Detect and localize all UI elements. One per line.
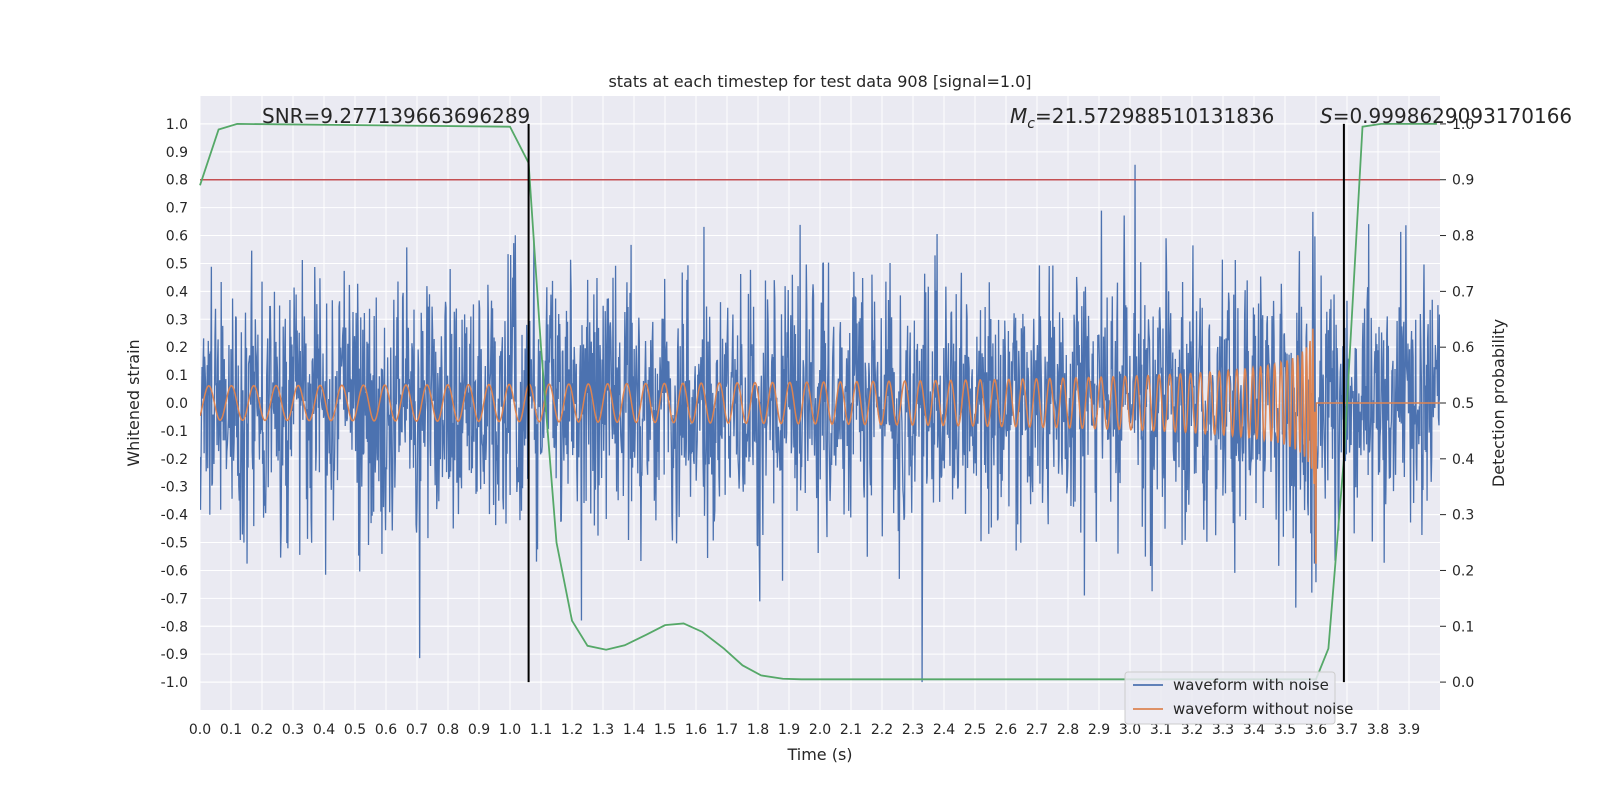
y-right-tick-label: 1.0 — [1452, 117, 1474, 133]
score-annotation: S=0.9998629093170166 — [1320, 104, 1572, 128]
y-tick-label: 1.0 — [166, 117, 188, 133]
snr-annotation: SNR=9.277139663696289 — [262, 104, 530, 128]
y-right-tick-label: 0.3 — [1452, 508, 1474, 524]
x-tick-label: 1.2 — [561, 722, 583, 738]
x-tick-label: 1.9 — [778, 722, 800, 738]
series-line-detection-probability — [199, 123, 1437, 681]
x-tick-label: 1.0 — [499, 722, 521, 738]
score-value: =0.9998629093170166 — [1333, 104, 1572, 128]
x-tick-label: 2.5 — [964, 722, 986, 738]
x-tick-label: 3.7 — [1336, 722, 1358, 738]
x-tick-label: 1.1 — [530, 722, 552, 738]
x-tick-label: 0.9 — [468, 722, 490, 738]
y-axis-ticks: 1.0 0.9 0.8 0.7 0.6 0.5 0.4 0.3 0.2 0.1 0.0 -0.1 -0.… — [161, 117, 188, 691]
x-tick-label: 3.8 — [1367, 722, 1389, 738]
x-tick-label: 2.0 — [809, 722, 831, 738]
x-tick-label: 3.2 — [1181, 722, 1203, 738]
x-tick-label: 0.4 — [313, 722, 335, 738]
x-tick-label: 0.3 — [282, 722, 304, 738]
y-tick-label: -0.4 — [161, 508, 188, 524]
y-tick-label: -0.1 — [161, 424, 188, 440]
x-tick-label: 3.9 — [1398, 722, 1420, 738]
legend-label-waveform-without-noise: waveform without noise — [1173, 700, 1353, 718]
chirp-mass-symbol: M — [1010, 104, 1027, 128]
x-tick-label: 0.7 — [406, 722, 428, 738]
y-tick-label: -0.6 — [161, 563, 188, 579]
y-right-tick-label: 0.8 — [1452, 229, 1474, 245]
y-right-axis-label: Detection probability — [1489, 319, 1508, 487]
x-tick-label: 2.3 — [902, 722, 924, 738]
y-tick-label: -0.8 — [161, 619, 188, 635]
y-right-tick-label: 0.5 — [1452, 396, 1474, 412]
x-tick-label: 2.6 — [995, 722, 1017, 738]
y-tick-label: 0.1 — [166, 368, 188, 384]
y-right-axis-ticks: 1.0 0.9 0.8 0.7 0.6 0.5 0.4 0.3 0.2 0.1 0.0 — [1440, 117, 1474, 691]
x-tick-label: 2.7 — [1026, 722, 1048, 738]
y-tick-label: 0.6 — [166, 229, 188, 245]
x-tick-label: 3.4 — [1243, 722, 1265, 738]
y-right-tick-label: 0.7 — [1452, 284, 1474, 300]
x-tick-label: 1.5 — [654, 722, 676, 738]
x-tick-label: 1.4 — [623, 722, 645, 738]
y-tick-label: -0.2 — [161, 452, 188, 468]
y-tick-label: 0.0 — [166, 396, 188, 412]
y-tick-label: -0.3 — [161, 480, 188, 496]
y-right-tick-label: 0.0 — [1452, 675, 1474, 691]
y-right-tick-label: 0.1 — [1452, 619, 1474, 635]
x-tick-label: 3.0 — [1119, 722, 1141, 738]
score-symbol: S — [1320, 104, 1333, 128]
x-tick-label: 1.8 — [747, 722, 769, 738]
x-tick-label: 3.1 — [1150, 722, 1172, 738]
x-tick-label: 1.7 — [716, 722, 738, 738]
y-tick-label: 0.4 — [166, 284, 188, 300]
x-tick-label: 2.8 — [1057, 722, 1079, 738]
series-line-waveform-without-noise — [200, 328, 1440, 564]
x-tick-label: 2.1 — [840, 722, 862, 738]
x-tick-label: 2.9 — [1088, 722, 1110, 738]
x-tick-label: 3.6 — [1305, 722, 1327, 738]
x-tick-label: 0.1 — [220, 722, 242, 738]
y-tick-label: 0.9 — [166, 145, 188, 161]
legend-box — [1124, 671, 1336, 725]
legend: waveform with noise waveform without noi… — [1124, 671, 1353, 725]
chirp-mass-annotation: Mc=21.572988510131836 — [1010, 104, 1274, 132]
x-tick-label: 0.5 — [344, 722, 366, 738]
y-tick-label: -0.5 — [161, 536, 188, 552]
x-axis-ticks: 0.0 0.1 0.2 0.3 0.4 0.5 0.6 0.7 0.8 0.9 1.0 1.1 1.2 1… — [189, 722, 1420, 738]
y-right-tick-label: 0.4 — [1452, 452, 1474, 468]
x-tick-label: 3.5 — [1274, 722, 1296, 738]
x-tick-label: 3.3 — [1212, 722, 1234, 738]
vertical-markers — [527, 123, 1345, 683]
x-tick-label: 0.2 — [251, 722, 273, 738]
x-tick-label: 2.4 — [933, 722, 955, 738]
x-tick-label: 2.2 — [871, 722, 893, 738]
y-right-tick-label: 0.9 — [1452, 173, 1474, 189]
y-tick-label: -0.7 — [161, 591, 188, 607]
chart-title: stats at each timestep for test data 908… — [608, 72, 1031, 91]
plot-area — [199, 123, 1440, 683]
x-tick-label: 0.8 — [437, 722, 459, 738]
y-tick-label: -1.0 — [161, 675, 188, 691]
x-tick-label: 1.6 — [685, 722, 707, 738]
y-tick-label: -0.9 — [161, 647, 188, 663]
x-axis-label: Time (s) — [786, 745, 852, 764]
x-tick-label: 0.0 — [189, 722, 211, 738]
legend-label-waveform-with-noise: waveform with noise — [1173, 676, 1329, 694]
x-tick-label: 1.3 — [592, 722, 614, 738]
y-tick-label: 0.2 — [166, 340, 188, 356]
y-tick-label: 0.3 — [166, 312, 188, 328]
chirp-mass-subscript: c — [1027, 116, 1035, 132]
x-tick-label: 0.6 — [375, 722, 397, 738]
chirp-mass-value: =21.572988510131836 — [1035, 104, 1274, 128]
y-tick-label: 0.7 — [166, 201, 188, 217]
y-tick-label: 0.8 — [166, 173, 188, 189]
y-tick-label: 0.5 — [166, 256, 188, 272]
y-right-tick-label: 0.6 — [1452, 340, 1474, 356]
y-axis-label: Whitened strain — [124, 339, 143, 466]
series-line-waveform-with-noise — [200, 164, 1440, 683]
y-right-tick-label: 0.2 — [1452, 563, 1474, 579]
